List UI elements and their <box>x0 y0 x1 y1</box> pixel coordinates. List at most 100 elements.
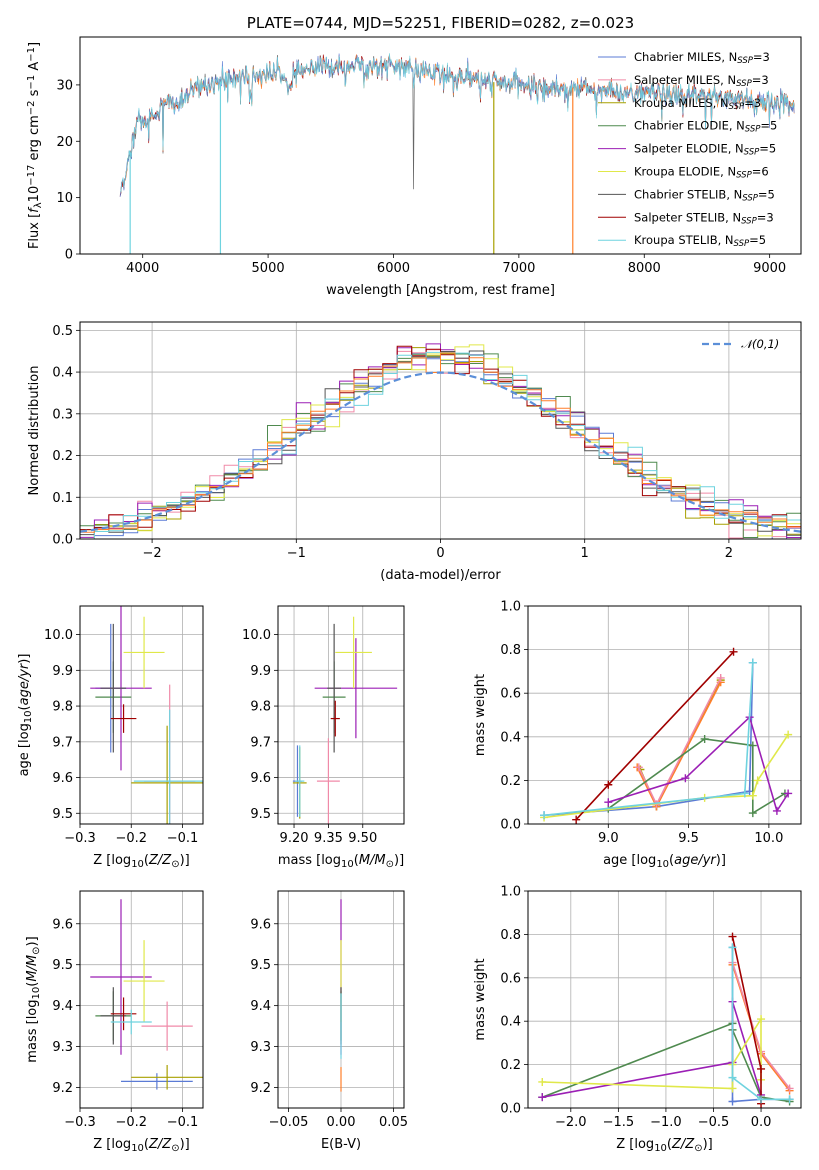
y-tick-label: 0.2 <box>500 1058 521 1073</box>
weight-marker <box>757 1095 766 1104</box>
axes-frame <box>79 36 802 255</box>
weight-marker <box>785 1084 794 1093</box>
axes-frame <box>277 605 405 825</box>
weight-line <box>575 651 735 821</box>
x-tick-label: 9.50 <box>348 831 377 846</box>
weight-line <box>544 662 754 817</box>
y-tick-label: 0.0 <box>52 533 73 548</box>
y-tick-label: 9.3 <box>52 1040 73 1055</box>
x-tick-label: 9.20 <box>280 831 309 846</box>
weight-marker <box>728 932 737 941</box>
x-tick-label: 6000 <box>377 261 410 276</box>
y-tick-label: 9.5 <box>250 807 271 822</box>
y-tick-label: 10.0 <box>242 628 271 643</box>
weight-line <box>638 677 722 807</box>
weight-marker <box>757 1015 766 1024</box>
y-tick-label: 10.0 <box>44 628 73 643</box>
axes-frame <box>79 321 802 540</box>
legend-entry: Chabrier MILES, NSSP=3 <box>634 50 770 66</box>
x-tick-label: 2 <box>725 546 733 561</box>
x-tick-label: 0.05 <box>379 1115 408 1130</box>
weight-marker <box>728 1097 737 1106</box>
y-tick-label: 9.8 <box>250 700 271 715</box>
y-axis-label: Normed distribution <box>27 366 42 496</box>
y-tick-label: 9.8 <box>52 700 73 715</box>
y-tick-label: 9.4 <box>52 999 73 1014</box>
x-tick-label: 0.0 <box>751 1115 772 1130</box>
y-tick-label: 9.2 <box>250 1081 271 1096</box>
weight-marker <box>757 1064 766 1073</box>
weight-line <box>731 947 790 1101</box>
weight-line <box>608 715 789 813</box>
y-tick-label: 0.2 <box>500 774 521 789</box>
y-axis-label: mass weight <box>473 674 488 756</box>
weight-marker <box>748 741 757 750</box>
y-tick-label: 0.3 <box>52 407 73 422</box>
x-tick-label: 10.0 <box>754 831 783 846</box>
axes-frame <box>277 890 405 1109</box>
axes-frame <box>79 605 204 825</box>
x-tick-label: 9000 <box>753 261 786 276</box>
age-vs-mass-plot-area <box>292 616 398 824</box>
y-tick-label: 9.4 <box>250 999 271 1014</box>
x-tick-label: −0.3 <box>64 1115 96 1130</box>
x-axis-label: Z [log10(Z/Z⊙)] <box>616 1137 713 1154</box>
x-tick-label: −1.0 <box>650 1115 682 1130</box>
spectrum-line <box>119 53 795 193</box>
x-axis-label: E(B-V) <box>321 1137 361 1152</box>
weight-marker <box>700 734 709 743</box>
mass-vs-Z-panel: −0.3 −0.2 −0.1 9.2 9.3 9.4 9.5 9.6 <box>52 890 204 1130</box>
weight-marker <box>785 1095 794 1104</box>
legend-entry: Salpeter MILES, NSSP=3 <box>634 73 769 89</box>
y-tick-label: 30 <box>56 78 73 93</box>
histogram-step <box>80 352 801 533</box>
age-vs-Z-plot-area <box>90 606 203 824</box>
residuals-panel: −2 −1 0 1 2 0.0 0.1 0.2 0.3 0.4 0.5 <box>52 321 802 561</box>
weight-marker <box>784 789 793 798</box>
age-vs-mass-panel: 9.20 9.35 9.50 9.5 9.6 9.7 9.8 9.9 10.0 <box>242 605 405 846</box>
x-tick-label: −0.1 <box>167 1115 199 1130</box>
x-tick-label: −1.5 <box>603 1115 635 1130</box>
legend-entry: Kroupa MILES, NSSP=3 <box>634 96 761 112</box>
x-tick-label: −2.0 <box>555 1115 587 1130</box>
x-tick-label: −0.3 <box>64 831 96 846</box>
y-tick-label: 9.5 <box>52 807 73 822</box>
legend-normal-label: 𝒩(0,1) <box>741 337 779 351</box>
axes-frame <box>79 890 204 1109</box>
weight-marker <box>604 780 613 789</box>
y-axis-label: mass [log10(M/M⊙)] <box>25 936 42 1062</box>
y-tick-label: 9.6 <box>250 917 271 932</box>
spectrum-panel: 4000 5000 6000 7000 8000 9000 0 10 20 30 <box>56 36 802 276</box>
weight-marker <box>540 811 549 820</box>
x-tick-label: −2 <box>143 546 162 561</box>
x-axis-label: (data-model)/error <box>380 568 501 583</box>
weight-vs-age-panel: 9.0 9.5 10.0 0.0 0.2 0.4 0.6 0.8 1.0 <box>500 600 802 846</box>
weight-marker <box>728 1084 737 1093</box>
weight-marker <box>604 798 613 807</box>
y-tick-label: 0.2 <box>52 449 73 464</box>
weight-marker <box>538 1093 547 1102</box>
x-tick-label: 4000 <box>126 261 159 276</box>
weight-vs-Z-plot-area <box>538 932 794 1108</box>
y-tick-label: 9.7 <box>250 735 271 750</box>
weight-marker <box>784 730 793 739</box>
weight-marker <box>748 809 757 818</box>
weight-marker <box>740 789 749 798</box>
normal-curve <box>80 371 801 533</box>
y-tick-label: 9.6 <box>52 771 73 786</box>
y-tick-label: 9.6 <box>250 771 271 786</box>
y-tick-label: 0.8 <box>500 928 521 943</box>
x-tick-label: 1 <box>581 546 589 561</box>
spectrum-plot-area <box>119 53 795 254</box>
y-tick-label: 0.4 <box>500 730 521 745</box>
weight-marker <box>681 774 690 783</box>
x-axis-label: mass [log10(M/M⊙)] <box>278 853 404 870</box>
y-tick-label: 9.9 <box>250 664 271 679</box>
age-vs-Z-panel: −0.3 −0.2 −0.1 9.5 9.6 9.7 9.8 9.9 10.0 <box>44 605 204 846</box>
y-tick-label: 0 <box>65 248 73 263</box>
y-tick-label: 0.5 <box>52 324 73 339</box>
mass-vs-Z-plot-area <box>90 899 203 1090</box>
x-axis-label: Z [log10(Z/Z⊙)] <box>93 1137 190 1154</box>
x-tick-label: 0 <box>436 546 444 561</box>
legend-entry: Salpeter STELIB, NSSP=3 <box>634 210 774 226</box>
